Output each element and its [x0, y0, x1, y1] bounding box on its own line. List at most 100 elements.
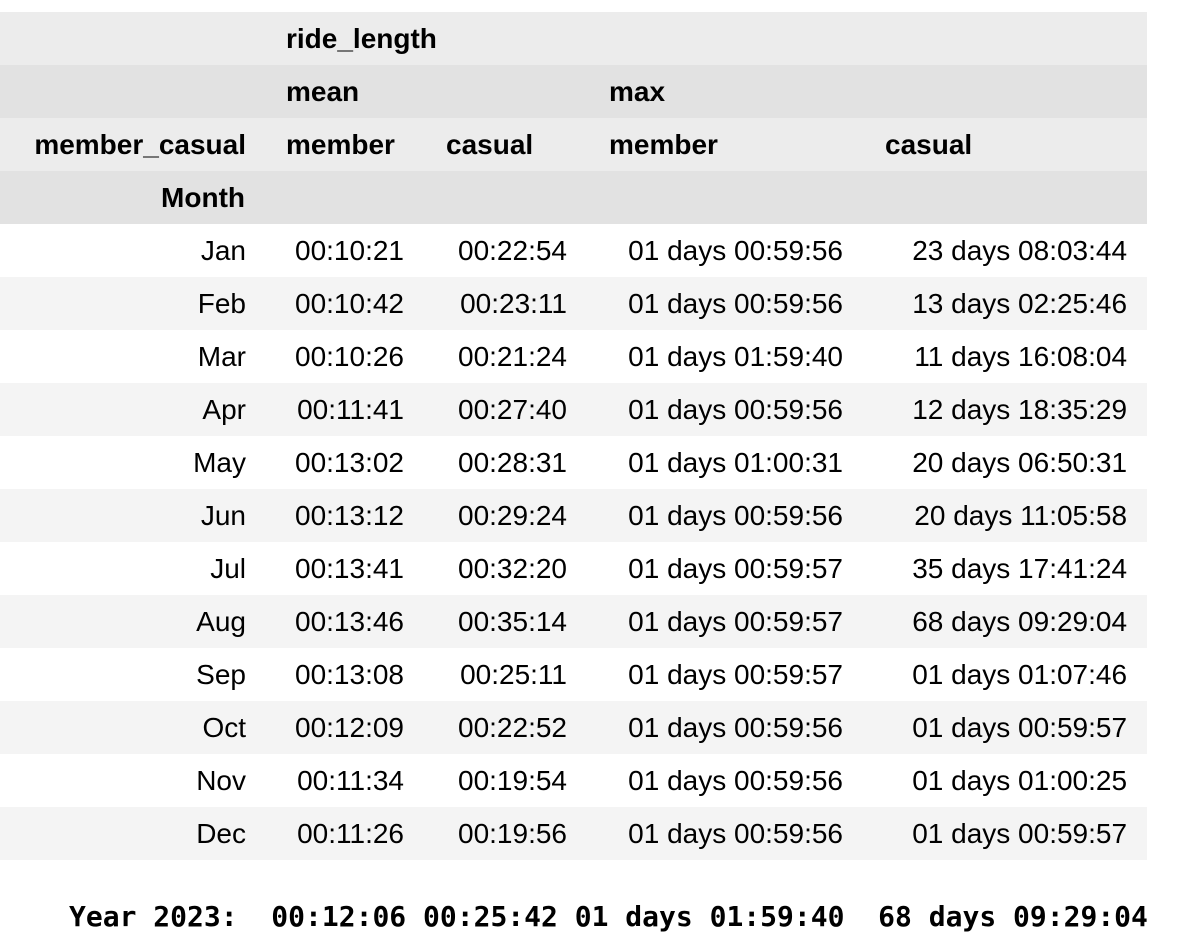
header-row-level0: ride_length: [0, 12, 1148, 65]
mean-member-cell: 00:10:26: [264, 330, 424, 383]
max-casual-cell: 13 days 02:25:46: [863, 277, 1148, 330]
mean-casual-cell: 00:23:11: [424, 277, 587, 330]
max-member-cell: 01 days 00:59:56: [587, 224, 863, 277]
mean-member-cell: 00:13:08: [264, 648, 424, 701]
max-member-cell: 01 days 00:59:56: [587, 383, 863, 436]
max-member-cell: 01 days 00:59:56: [587, 489, 863, 542]
month-cell: Jul: [0, 542, 264, 595]
max-casual-cell: 01 days 00:59:57: [863, 807, 1148, 860]
month-cell: Dec: [0, 807, 264, 860]
mean-member-cell: 00:13:02: [264, 436, 424, 489]
summary-mean-member: 00:12:06: [271, 900, 407, 933]
max-casual-cell: 35 days 17:41:24: [863, 542, 1148, 595]
max-casual-cell: 20 days 11:05:58: [863, 489, 1148, 542]
month-cell: Mar: [0, 330, 264, 383]
table-row: Jan 00:10:21 00:22:54 01 days 00:59:56 23 da…: [0, 224, 1148, 277]
max-casual-cell: 11 days 16:08:04: [863, 330, 1148, 383]
mean-member-cell: 00:10:42: [264, 277, 424, 330]
max-casual-cell: 23 days 08:03:44: [863, 224, 1148, 277]
month-cell: Apr: [0, 383, 264, 436]
header-max: max: [587, 65, 1148, 118]
month-cell: May: [0, 436, 264, 489]
mean-member-cell: 00:11:41: [264, 383, 424, 436]
ride-length-table-container: ride_length mean max member_casual membe…: [0, 12, 1148, 860]
max-member-cell: 01 days 00:59:56: [587, 807, 863, 860]
mean-casual-cell: 00:29:24: [424, 489, 587, 542]
mean-casual-cell: 00:32:20: [424, 542, 587, 595]
month-cell: Jun: [0, 489, 264, 542]
max-member-cell: 01 days 01:59:40: [587, 330, 863, 383]
month-cell: Oct: [0, 701, 264, 754]
month-cell: Aug: [0, 595, 264, 648]
header-row-level2: member_casual member casual member casua…: [0, 118, 1148, 171]
header-max-member: member: [587, 118, 863, 171]
mean-member-cell: 00:10:21: [264, 224, 424, 277]
month-cell: Feb: [0, 277, 264, 330]
header-blank: [0, 12, 264, 65]
mean-casual-cell: 00:21:24: [424, 330, 587, 383]
header-blank: [863, 171, 1148, 224]
header-member-casual: member_casual: [0, 118, 264, 171]
table-row: Nov 00:11:34 00:19:54 01 days 00:59:56 01 da…: [0, 754, 1148, 807]
max-member-cell: 01 days 00:59:56: [587, 754, 863, 807]
ride-length-table: ride_length mean max member_casual membe…: [0, 12, 1148, 860]
max-member-cell: 01 days 00:59:56: [587, 277, 863, 330]
summary-max-member: 01 days 01:59:40: [574, 900, 845, 933]
mean-casual-cell: 00:25:11: [424, 648, 587, 701]
header-blank: [424, 171, 587, 224]
header-mean: mean: [264, 65, 587, 118]
table-row: Jul 00:13:41 00:32:20 01 days 00:59:57 35 da…: [0, 542, 1148, 595]
year-summary-line: Year 2023: 00:12:06 00:25:42 01 days 01:…: [69, 903, 1148, 931]
mean-member-cell: 00:12:09: [264, 701, 424, 754]
mean-casual-cell: 00:27:40: [424, 383, 587, 436]
max-casual-cell: 01 days 01:00:25: [863, 754, 1148, 807]
table-row: Dec 00:11:26 00:19:56 01 days 00:59:56 01 da…: [0, 807, 1148, 860]
table-row: Aug 00:13:46 00:35:14 01 days 00:59:57 68 da…: [0, 595, 1148, 648]
max-casual-cell: 01 days 00:59:57: [863, 701, 1148, 754]
mean-member-cell: 00:11:26: [264, 807, 424, 860]
header-max-casual: casual: [863, 118, 1148, 171]
header-row-level1: mean max: [0, 65, 1148, 118]
max-casual-cell: 01 days 01:07:46: [863, 648, 1148, 701]
summary-max-casual: 68 days 09:29:04: [878, 900, 1148, 933]
summary-mean-casual: 00:25:42: [423, 900, 558, 933]
mean-member-cell: 00:13:41: [264, 542, 424, 595]
table-header: ride_length mean max member_casual membe…: [0, 12, 1148, 224]
table-row: May 00:13:02 00:28:31 01 days 01:00:31 20 da…: [0, 436, 1148, 489]
header-mean-casual: casual: [424, 118, 587, 171]
max-member-cell: 01 days 00:59:57: [587, 542, 863, 595]
table-row: Apr 00:11:41 00:27:40 01 days 00:59:56 12 da…: [0, 383, 1148, 436]
mean-member-cell: 00:13:12: [264, 489, 424, 542]
table-row: Oct 00:12:09 00:22:52 01 days 00:59:56 01 da…: [0, 701, 1148, 754]
max-member-cell: 01 days 00:59:57: [587, 648, 863, 701]
table-row: Feb 00:10:42 00:23:11 01 days 00:59:56 13 da…: [0, 277, 1148, 330]
max-member-cell: 01 days 00:59:56: [587, 701, 863, 754]
header-ride-length: ride_length: [264, 12, 1148, 65]
header-row-index: Month: [0, 171, 1148, 224]
mean-casual-cell: 00:22:52: [424, 701, 587, 754]
table-body: Jan 00:10:21 00:22:54 01 days 00:59:56 23 da…: [0, 224, 1148, 860]
header-blank: [0, 65, 264, 118]
mean-member-cell: 00:13:46: [264, 595, 424, 648]
mean-member-cell: 00:11:34: [264, 754, 424, 807]
max-member-cell: 01 days 01:00:31: [587, 436, 863, 489]
mean-casual-cell: 00:35:14: [424, 595, 587, 648]
table-row: Sep 00:13:08 00:25:11 01 days 00:59:57 01 da…: [0, 648, 1148, 701]
header-blank: [587, 171, 863, 224]
summary-label: Year 2023:: [69, 900, 238, 933]
header-blank: [264, 171, 424, 224]
header-mean-member: member: [264, 118, 424, 171]
max-casual-cell: 68 days 09:29:04: [863, 595, 1148, 648]
max-member-cell: 01 days 00:59:57: [587, 595, 863, 648]
month-cell: Nov: [0, 754, 264, 807]
month-cell: Jan: [0, 224, 264, 277]
mean-casual-cell: 00:28:31: [424, 436, 587, 489]
mean-casual-cell: 00:22:54: [424, 224, 587, 277]
mean-casual-cell: 00:19:54: [424, 754, 587, 807]
table-row: Jun 00:13:12 00:29:24 01 days 00:59:56 20 da…: [0, 489, 1148, 542]
table-row: Mar 00:10:26 00:21:24 01 days 01:59:40 11 da…: [0, 330, 1148, 383]
header-month: Month: [0, 171, 264, 224]
max-casual-cell: 12 days 18:35:29: [863, 383, 1148, 436]
month-cell: Sep: [0, 648, 264, 701]
mean-casual-cell: 00:19:56: [424, 807, 587, 860]
